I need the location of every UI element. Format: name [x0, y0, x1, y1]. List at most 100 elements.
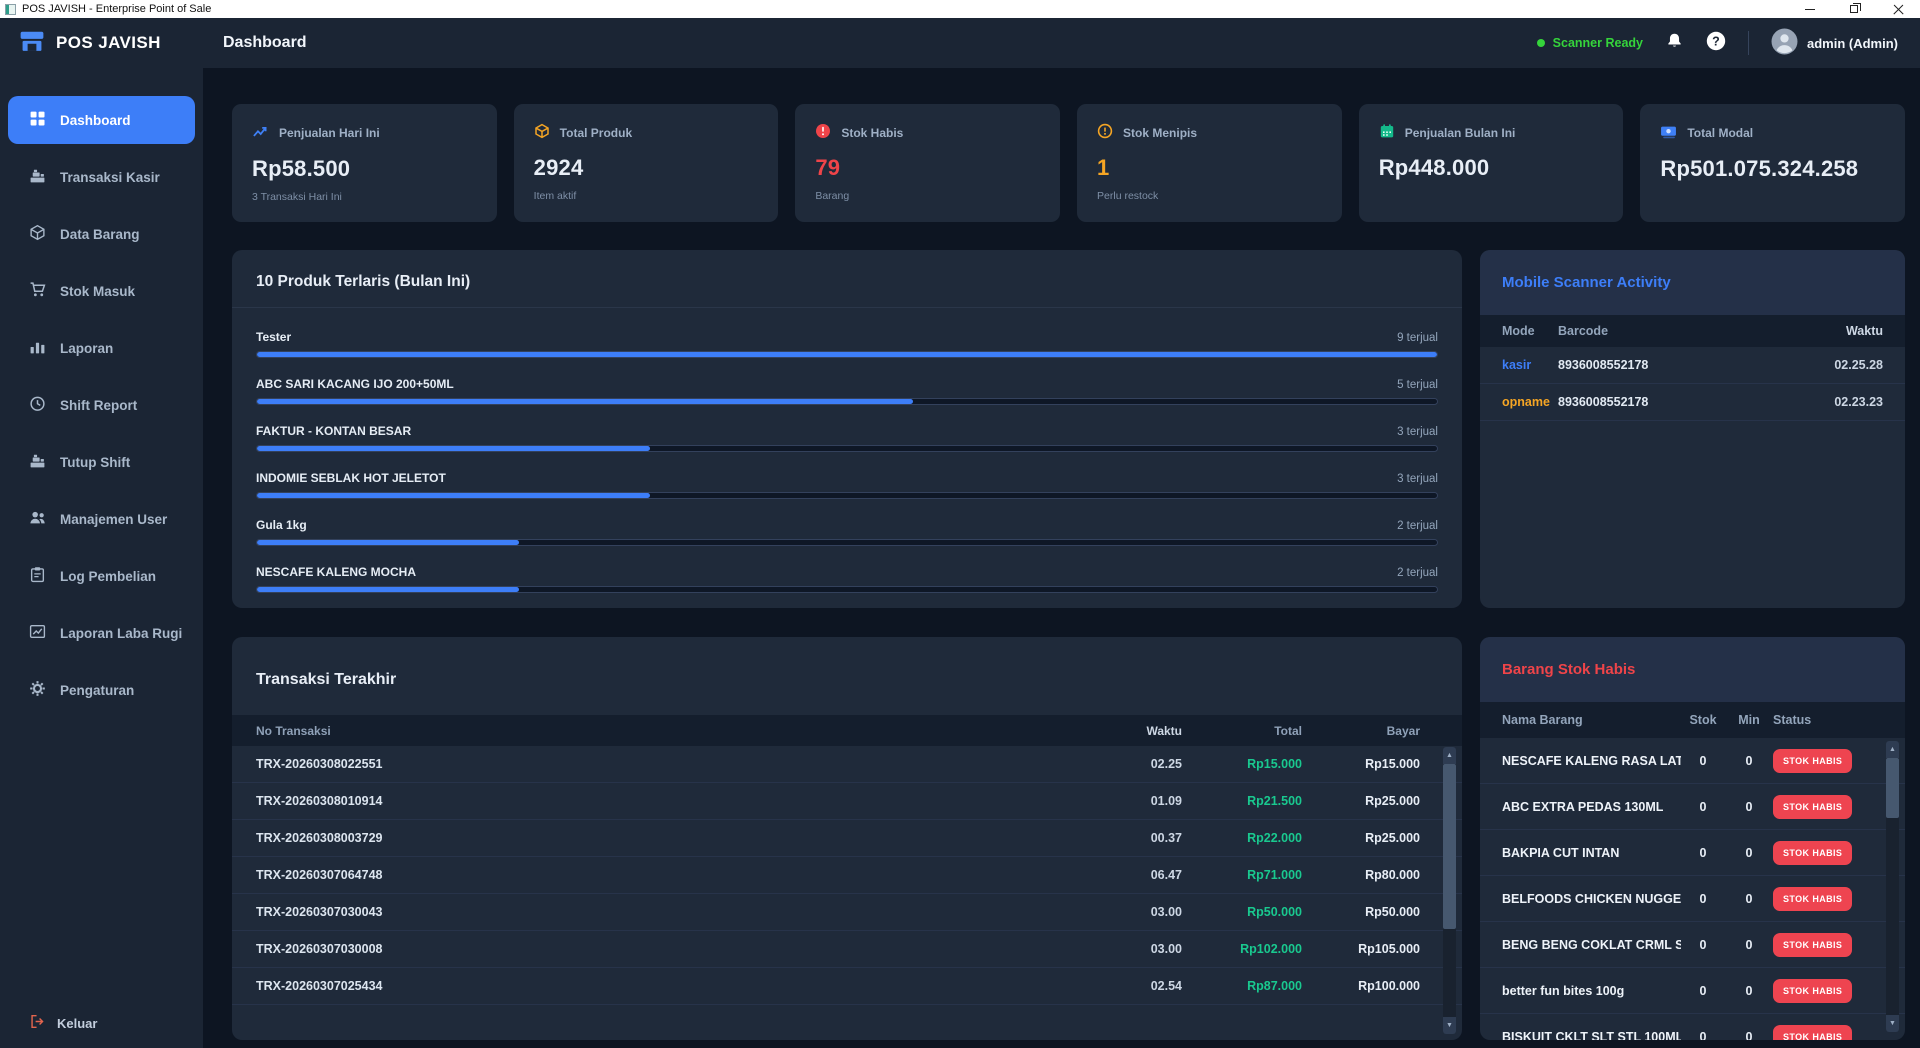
product-sold-count: 2 terjual	[1397, 520, 1438, 532]
scrollbar-thumb[interactable]	[1886, 758, 1899, 818]
sidebar-item-data-barang[interactable]: Data Barang	[8, 210, 195, 258]
stat-subtitle: Item aktif	[533, 190, 577, 202]
stat-label: Total Modal	[1687, 126, 1754, 140]
scan-mode: opname	[1502, 395, 1550, 409]
scan-barcode: 8936008552178	[1558, 358, 1649, 372]
transaction-row: TRX-20260307030008 03.00 Rp102.000 Rp105…	[232, 931, 1462, 968]
product-name: Tester	[256, 330, 292, 344]
sidebar-item-dashboard[interactable]: Dashboard	[8, 96, 195, 144]
stat-card-stok-habis: Stok Habis 79 Barang	[795, 104, 1061, 222]
transaction-number: TRX-20260308022551	[256, 757, 383, 771]
stat-value: Rp58.500	[252, 156, 351, 181]
dashboard-icon	[29, 110, 46, 130]
transaction-row: TRX-20260307030043 03.00 Rp50.000 Rp50.0…	[232, 894, 1462, 931]
transaction-number: TRX-20260307064748	[256, 868, 383, 882]
product-sold-count: 9 terjual	[1397, 332, 1438, 344]
app-taskbar-icon	[5, 3, 16, 15]
sidebar-item-label: Tutup Shift	[60, 454, 131, 470]
stock-out-badge: STOK HABIS	[1773, 932, 1853, 957]
sidebar-item-tutup-shift[interactable]: Tutup Shift	[8, 438, 195, 486]
transaction-total: Rp22.000	[1247, 831, 1302, 845]
sidebar-item-laporan[interactable]: Laporan	[8, 324, 195, 372]
stat-label: Total Produk	[559, 125, 633, 140]
out-of-stock-row: BENG BENG COKLAT CRML SA 0 0 STOK HABIS	[1480, 922, 1905, 968]
logout-button[interactable]: Keluar	[0, 1014, 203, 1048]
sidebar-item-shift-report[interactable]: Shift Report	[8, 381, 195, 429]
stat-label: Penjualan Bulan Ini	[1404, 125, 1516, 140]
scanner-status-badge: Scanner Ready	[1536, 36, 1643, 50]
item-min: 0	[1745, 937, 1753, 952]
transaction-paid: Rp80.000	[1365, 868, 1420, 882]
item-stock: 0	[1699, 1029, 1707, 1041]
sidebar-item-label: Laporan Laba Rugi	[60, 625, 183, 641]
stat-subtitle: Barang	[815, 190, 850, 202]
scroll-down-icon[interactable]: ▼	[1886, 1015, 1899, 1032]
stat-subtitle: Perlu restock	[1097, 190, 1159, 202]
help-icon[interactable]: ?	[1706, 31, 1726, 56]
product-bar-fill	[257, 587, 519, 592]
cart-icon	[29, 281, 46, 301]
scroll-up-icon[interactable]: ▲	[1886, 741, 1899, 758]
close-button[interactable]	[1876, 0, 1920, 18]
scan-time: 02.23.23	[1834, 395, 1883, 409]
scrollbar-thumb[interactable]	[1443, 764, 1456, 929]
stat-card-penjualan-hari-ini: Penjualan Hari Ini Rp58.500 3 Transaksi …	[232, 104, 497, 222]
transaction-row: TRX-20260308010914 01.09 Rp21.500 Rp25.0…	[232, 783, 1462, 820]
user-name: admin (Admin)	[1807, 35, 1898, 51]
sidebar-item-laporan-laba-rugi[interactable]: Laporan Laba Rugi	[8, 609, 195, 657]
out-of-stock-row: BELFOODS CHICKEN NUGGET 0 0 STOK HABIS	[1480, 876, 1905, 922]
product-name: Gula 1kg	[256, 518, 307, 532]
app-header: POS JAVISH Dashboard Scanner Ready ? adm…	[0, 18, 1920, 68]
notifications-bell-icon[interactable]	[1665, 32, 1684, 54]
scanner-activity-panel: Mobile Scanner Activity Mode Barcode Wak…	[1480, 250, 1905, 608]
item-name: ABC EXTRA PEDAS 130ML	[1502, 799, 1664, 814]
transaction-number: TRX-20260308003729	[256, 831, 383, 845]
transaction-row: TRX-20260308003729 00.37 Rp22.000 Rp25.0…	[232, 820, 1462, 857]
register-close-icon	[29, 452, 46, 472]
sidebar-item-label: Pengaturan	[60, 682, 135, 698]
sidebar-item-label: Manajemen User	[60, 511, 168, 527]
sidebar-item-log-pembelian[interactable]: Log Pembelian	[8, 552, 195, 600]
package-icon	[534, 123, 550, 142]
scroll-up-icon[interactable]: ▲	[1443, 747, 1456, 764]
avatar-icon	[1771, 28, 1798, 58]
sidebar-item-label: Log Pembelian	[60, 568, 157, 584]
product-sold-count: 2 terjual	[1397, 567, 1438, 579]
stat-card-total-produk: Total Produk 2924 Item aktif	[513, 104, 779, 222]
stock-out-badge: STOK HABIS	[1773, 840, 1853, 865]
scroll-down-icon[interactable]: ▼	[1443, 1017, 1456, 1034]
clock-history-icon	[29, 395, 46, 415]
out-of-stock-row: BAKPIA CUT INTAN 0 0 STOK HABIS	[1480, 830, 1905, 876]
out-of-stock-scrollbar[interactable]: ▲ ▼	[1886, 741, 1899, 1032]
user-menu[interactable]: admin (Admin)	[1771, 28, 1898, 58]
out-of-stock-table-header: Nama Barang Stok Min Status	[1480, 702, 1905, 738]
top-products-panel: 10 Produk Terlaris (Bulan Ini) Tester 9 …	[232, 250, 1462, 608]
stock-out-badge: STOK HABIS	[1773, 748, 1853, 773]
stat-value: 79	[815, 155, 841, 180]
product-bar-fill	[257, 446, 650, 451]
sidebar-item-stok-masuk[interactable]: Stok Masuk	[8, 267, 195, 315]
col-min: Min	[1738, 713, 1760, 727]
os-titlebar: POS JAVISH - Enterprise Point of Sale	[0, 0, 1920, 18]
sidebar-item-transaksi-kasir[interactable]: Transaksi Kasir	[8, 153, 195, 201]
app-name: POS JAVISH	[56, 33, 161, 52]
main-content: Penjualan Hari Ini Rp58.500 3 Transaksi …	[203, 68, 1920, 1048]
transaction-time: 02.54	[1150, 979, 1182, 993]
sidebar-item-manajemen-user[interactable]: Manajemen User	[8, 495, 195, 543]
brand: POS JAVISH	[0, 28, 203, 59]
transaction-total: Rp102.000	[1240, 942, 1302, 956]
transaction-total: Rp71.000	[1247, 868, 1302, 882]
sidebar-item-label: Stok Masuk	[60, 283, 136, 299]
restore-button[interactable]	[1832, 0, 1876, 18]
minimize-button[interactable]	[1788, 0, 1832, 18]
item-name: NESCAFE KALENG RASA LATT	[1502, 753, 1681, 768]
sidebar-item-pengaturan[interactable]: Pengaturan	[8, 666, 195, 714]
recent-transactions-panel: Transaksi Terakhir No Transaksi Waktu To…	[232, 637, 1462, 1040]
scanner-status-label: Scanner Ready	[1552, 36, 1643, 50]
out-of-stock-row: better fun bites 100g 0 0 STOK HABIS	[1480, 968, 1905, 1014]
stat-card-penjualan-bulan-ini: Penjualan Bulan Ini Rp448.000	[1358, 104, 1624, 222]
transactions-scrollbar[interactable]: ▲ ▼	[1443, 747, 1456, 1034]
product-bar-item: ABC SARI KACANG IJO 200+50ML 5 terjual	[256, 377, 1438, 405]
transaction-paid: Rp25.000	[1365, 831, 1420, 845]
item-min: 0	[1745, 983, 1753, 998]
